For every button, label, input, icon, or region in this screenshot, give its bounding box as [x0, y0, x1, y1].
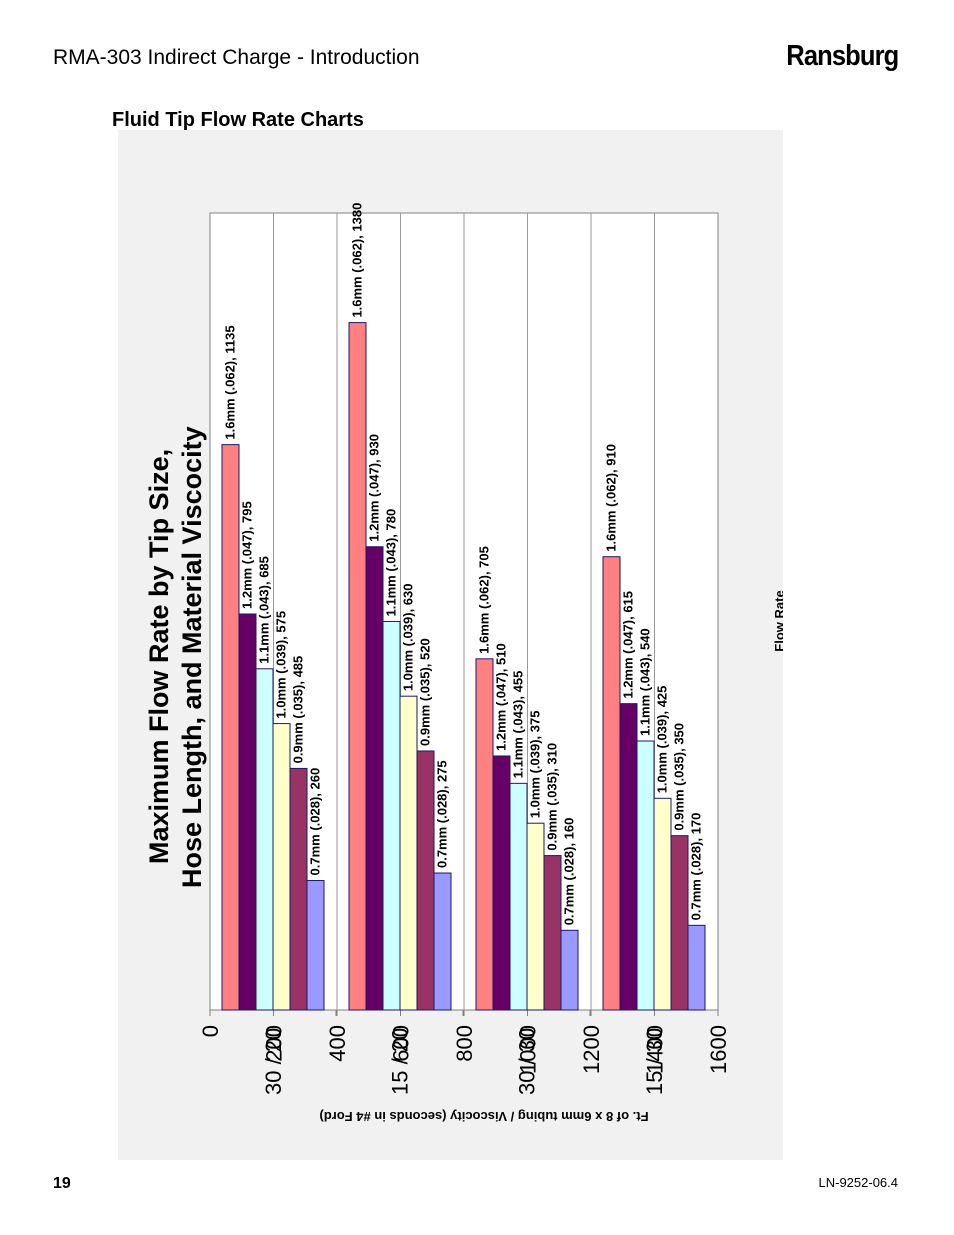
- category-label: 30 / 30: [515, 1028, 540, 1095]
- bar: [238, 613, 257, 1011]
- bar-data-label: 1.2mm (.047), 510: [494, 643, 509, 751]
- bar: [382, 620, 401, 1011]
- bar-data-label: 1.1mm (.043), 540: [638, 628, 653, 736]
- bar-data-label: 1.2mm (.047), 930: [367, 434, 382, 542]
- bar-data-label: 0.9mm (.035), 350: [672, 723, 687, 831]
- bar: [670, 835, 689, 1011]
- bar-data-label: 0.7mm (.028), 160: [562, 818, 577, 926]
- bar-data-label: 0.7mm (.028), 260: [308, 768, 323, 876]
- chart-title-line-2: Hose Length, and Material Viscocity: [177, 426, 207, 888]
- bar: [475, 658, 494, 1011]
- value-axis-label-line-1: Flow Rate: [772, 590, 783, 651]
- bar-data-label: 1.0mm (.039), 375: [528, 711, 543, 819]
- chart-title-line-1: Maximum Flow Rate by Tip Size,: [144, 449, 174, 864]
- bar-data-label: 1.1mm (.043), 780: [384, 509, 399, 617]
- bar-data-label: 1.6mm (.062), 1135: [223, 325, 238, 439]
- bar: [399, 695, 418, 1011]
- category-label: 15 / 30: [642, 1028, 667, 1095]
- bar-data-label: 0.9mm (.035), 485: [291, 656, 306, 764]
- value-tick-label: 400: [325, 1025, 350, 1062]
- value-tick-label: 800: [452, 1025, 477, 1062]
- bar: [289, 767, 308, 1011]
- bar: [433, 872, 452, 1011]
- bar-data-label: 1.6mm (.062), 705: [477, 546, 492, 654]
- value-tick-label: 0: [198, 1025, 223, 1037]
- bar: [509, 782, 528, 1011]
- bar-data-label: 0.9mm (.035), 310: [545, 743, 560, 851]
- page-header-title: RMA-303 Indirect Charge - Introduction: [53, 46, 420, 69]
- bar-data-label: 0.9mm (.035), 520: [418, 638, 433, 746]
- bar: [365, 546, 384, 1011]
- value-tick-label: 200: [262, 1025, 287, 1062]
- bar: [306, 879, 325, 1011]
- bar: [543, 855, 562, 1011]
- value-tick-label: 1400: [643, 1025, 668, 1074]
- bar: [560, 929, 579, 1011]
- bar-data-label: 1.0mm (.039), 630: [401, 583, 416, 691]
- value-tick-label: 1200: [579, 1025, 604, 1074]
- bar: [255, 668, 274, 1011]
- bar: [526, 822, 545, 1011]
- section-title: Fluid Tip Flow Rate Charts: [112, 109, 364, 131]
- bar-data-label: 1.0mm (.039), 575: [274, 611, 289, 719]
- value-tick-label: 1600: [706, 1025, 731, 1074]
- bar-data-label: 0.7mm (.028), 170: [689, 813, 704, 921]
- bar: [602, 556, 621, 1011]
- bar-data-label: 1.1mm (.043), 685: [257, 556, 272, 664]
- category-axis-label: Ft. of 8 x 6mm tubing / Viscocity (secon…: [319, 1109, 648, 1124]
- bar-data-label: 1.0mm (.039), 425: [655, 686, 670, 794]
- bar: [653, 797, 672, 1011]
- bar-data-label: 1.6mm (.062), 1380: [350, 203, 365, 318]
- flow-rate-chart: 0 200 400 600 800 1000 1200 1400 1600 30 / 20 1.6m…: [144, 203, 783, 1124]
- value-tick-label: 600: [389, 1025, 414, 1062]
- page-number: 19: [53, 1175, 71, 1192]
- bar: [619, 703, 638, 1011]
- bar-data-label: 1.1mm (.043), 455: [511, 671, 526, 779]
- chart-panel: 0 200 400 600 800 1000 1200 1400 1600 30 / 20 1.6m…: [118, 130, 783, 1160]
- bar: [416, 750, 435, 1011]
- value-tick-label: 1000: [516, 1025, 541, 1074]
- bar: [221, 444, 240, 1011]
- category-label: 15 / 20: [388, 1028, 413, 1095]
- bar-data-label: 0.7mm (.028), 275: [435, 760, 450, 868]
- brand-logo: Ransburg: [785, 40, 899, 72]
- bar: [272, 723, 291, 1011]
- category-label: 30 / 20: [261, 1028, 286, 1095]
- document-id: LN-9252-06.4: [818, 1175, 899, 1190]
- bar: [687, 924, 706, 1011]
- bar: [492, 755, 511, 1011]
- bar-data-label: 1.2mm (.047), 795: [240, 501, 255, 609]
- bar: [348, 322, 367, 1011]
- bar-data-label: 1.6mm (.062), 910: [604, 444, 619, 552]
- bar-data-label: 1.2mm (.047), 615: [621, 591, 636, 699]
- bar: [636, 740, 655, 1011]
